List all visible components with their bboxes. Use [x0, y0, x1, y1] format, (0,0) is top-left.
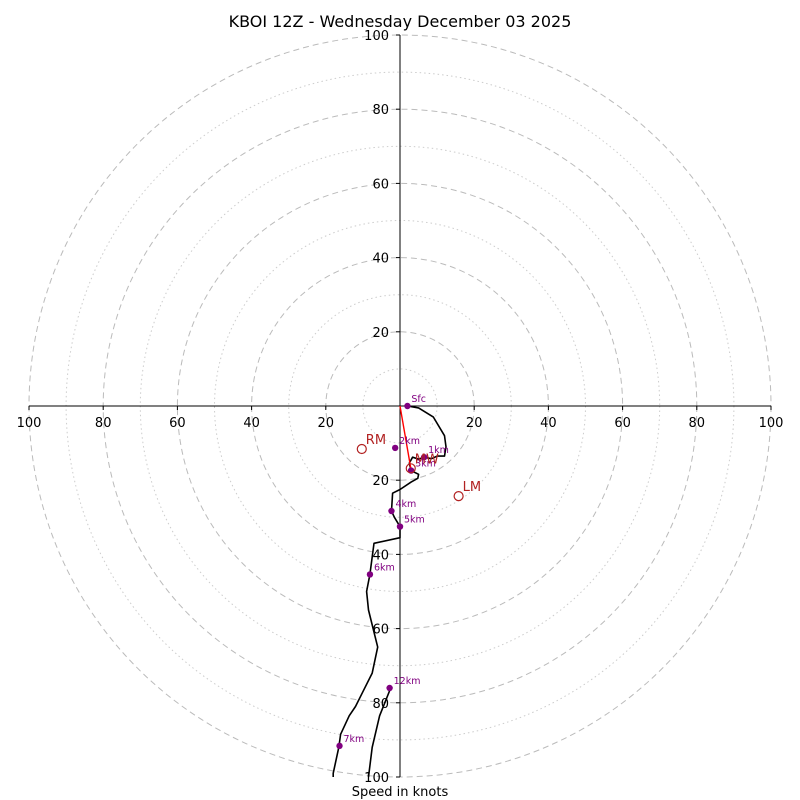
height-marker-5km: [396, 523, 404, 530]
height-label-6km: 6km: [374, 562, 395, 573]
height-marker-7km: [336, 742, 343, 750]
height-label-3km: 3km: [415, 459, 436, 470]
height-marker-4km: [388, 507, 395, 515]
storm-motion-label-mw: MW: [415, 452, 439, 467]
y-tick-label: 60: [372, 623, 389, 638]
height-marker-sfc: [404, 402, 411, 410]
storm-motion-label-lm: LM: [463, 480, 481, 495]
x-tick-label: 60: [169, 416, 186, 431]
hodograph-trace-branch: [367, 687, 392, 778]
x-tick-label: 60: [614, 416, 631, 431]
x-tick-label: 80: [95, 416, 112, 431]
storm-motion-mw: [405, 463, 416, 474]
x-tick-label: 40: [243, 416, 260, 431]
tick-labels: 100 80 60 40 20 20 40 60 80 100204060801002040608…: [17, 29, 784, 786]
height-label-1km: 1km: [428, 445, 449, 456]
storm-motion-lm: [453, 491, 464, 502]
marker-group: Sfc 1km 2km 3km 4km 5km 6km 7km 12km RM LM MW: [336, 394, 481, 750]
height-label-12km: 12km: [394, 676, 421, 687]
x-tick-label: 100: [759, 416, 784, 431]
x-tick-label: 40: [540, 416, 557, 431]
storm-motion-rm: [356, 443, 367, 455]
chart-title: KBOI 12Z - Wednesday December 03 2025: [229, 12, 572, 31]
height-marker-1km: [420, 453, 428, 461]
hodograph-trace: [332, 405, 447, 777]
height-label-4km: 4km: [395, 499, 416, 510]
x-tick-label: 100: [17, 416, 42, 431]
shear-vector: [399, 405, 412, 469]
height-marker-2km: [391, 444, 399, 452]
y-tick-label: 60: [372, 177, 389, 192]
height-label-7km: 7km: [344, 734, 365, 745]
y-tick-label: 100: [364, 29, 389, 44]
y-tick-label: 80: [372, 103, 389, 118]
height-marker-6km: [366, 571, 374, 578]
x-axis-label: Speed in knots: [352, 785, 449, 800]
storm-motion-label-rm: RM: [366, 433, 386, 448]
x-tick-label: 80: [689, 416, 706, 431]
height-label-2km: 2km: [399, 436, 420, 447]
x-tick-label: 20: [466, 416, 483, 431]
y-tick-label: 40: [372, 252, 389, 267]
y-tick-label: 20: [372, 474, 389, 489]
height-label-sfc: Sfc: [411, 394, 426, 405]
y-tick-label: 100: [364, 771, 389, 786]
height-label-5km: 5km: [404, 515, 425, 526]
hodograph-trace-group: [332, 405, 447, 778]
y-tick-label: 40: [372, 548, 389, 563]
x-tick-label: 20: [318, 416, 335, 431]
height-marker-12km: [386, 684, 393, 692]
y-tick-label: 20: [372, 326, 389, 341]
